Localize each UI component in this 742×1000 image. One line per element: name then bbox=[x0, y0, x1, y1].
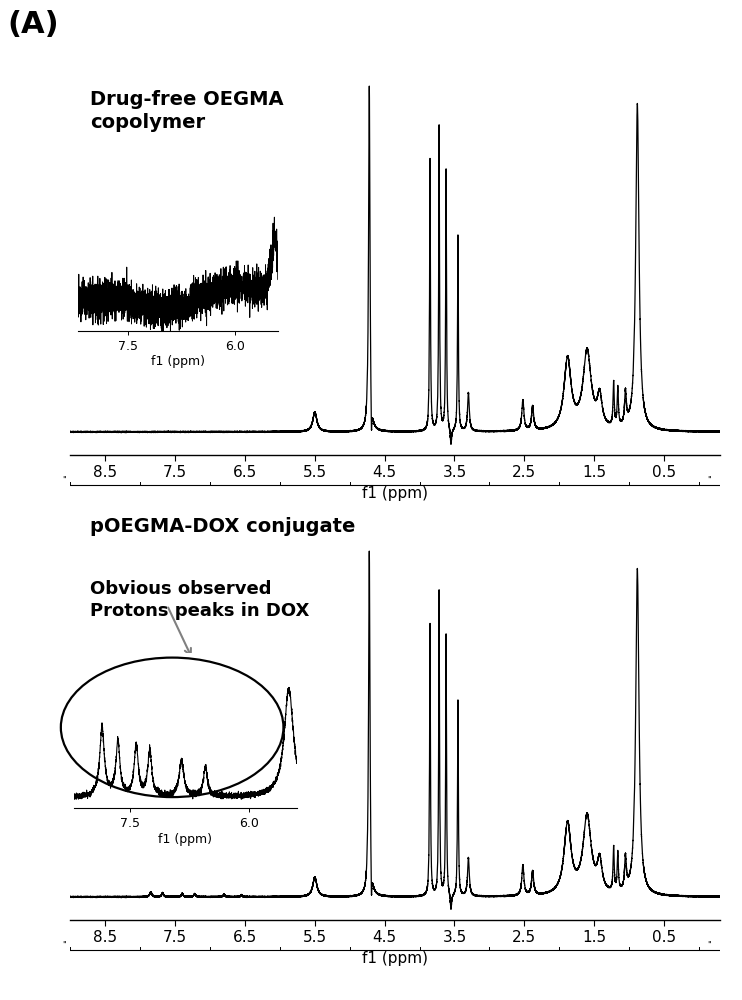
Text: (A): (A) bbox=[7, 10, 59, 39]
X-axis label: f1 (ppm): f1 (ppm) bbox=[151, 355, 205, 368]
X-axis label: f1 (ppm): f1 (ppm) bbox=[362, 951, 428, 966]
Text: Drug-free OEGMA
copolymer: Drug-free OEGMA copolymer bbox=[90, 90, 283, 132]
Text: Obvious observed
Protons peaks in DOX: Obvious observed Protons peaks in DOX bbox=[90, 580, 309, 620]
Text: pOEGMA-DOX conjugate: pOEGMA-DOX conjugate bbox=[90, 517, 355, 536]
Text: '': '' bbox=[62, 941, 67, 950]
Text: '': '' bbox=[707, 941, 712, 950]
X-axis label: f1 (ppm): f1 (ppm) bbox=[362, 486, 428, 501]
X-axis label: f1 (ppm): f1 (ppm) bbox=[159, 833, 212, 846]
Text: '': '' bbox=[62, 476, 67, 485]
Text: '': '' bbox=[707, 476, 712, 485]
